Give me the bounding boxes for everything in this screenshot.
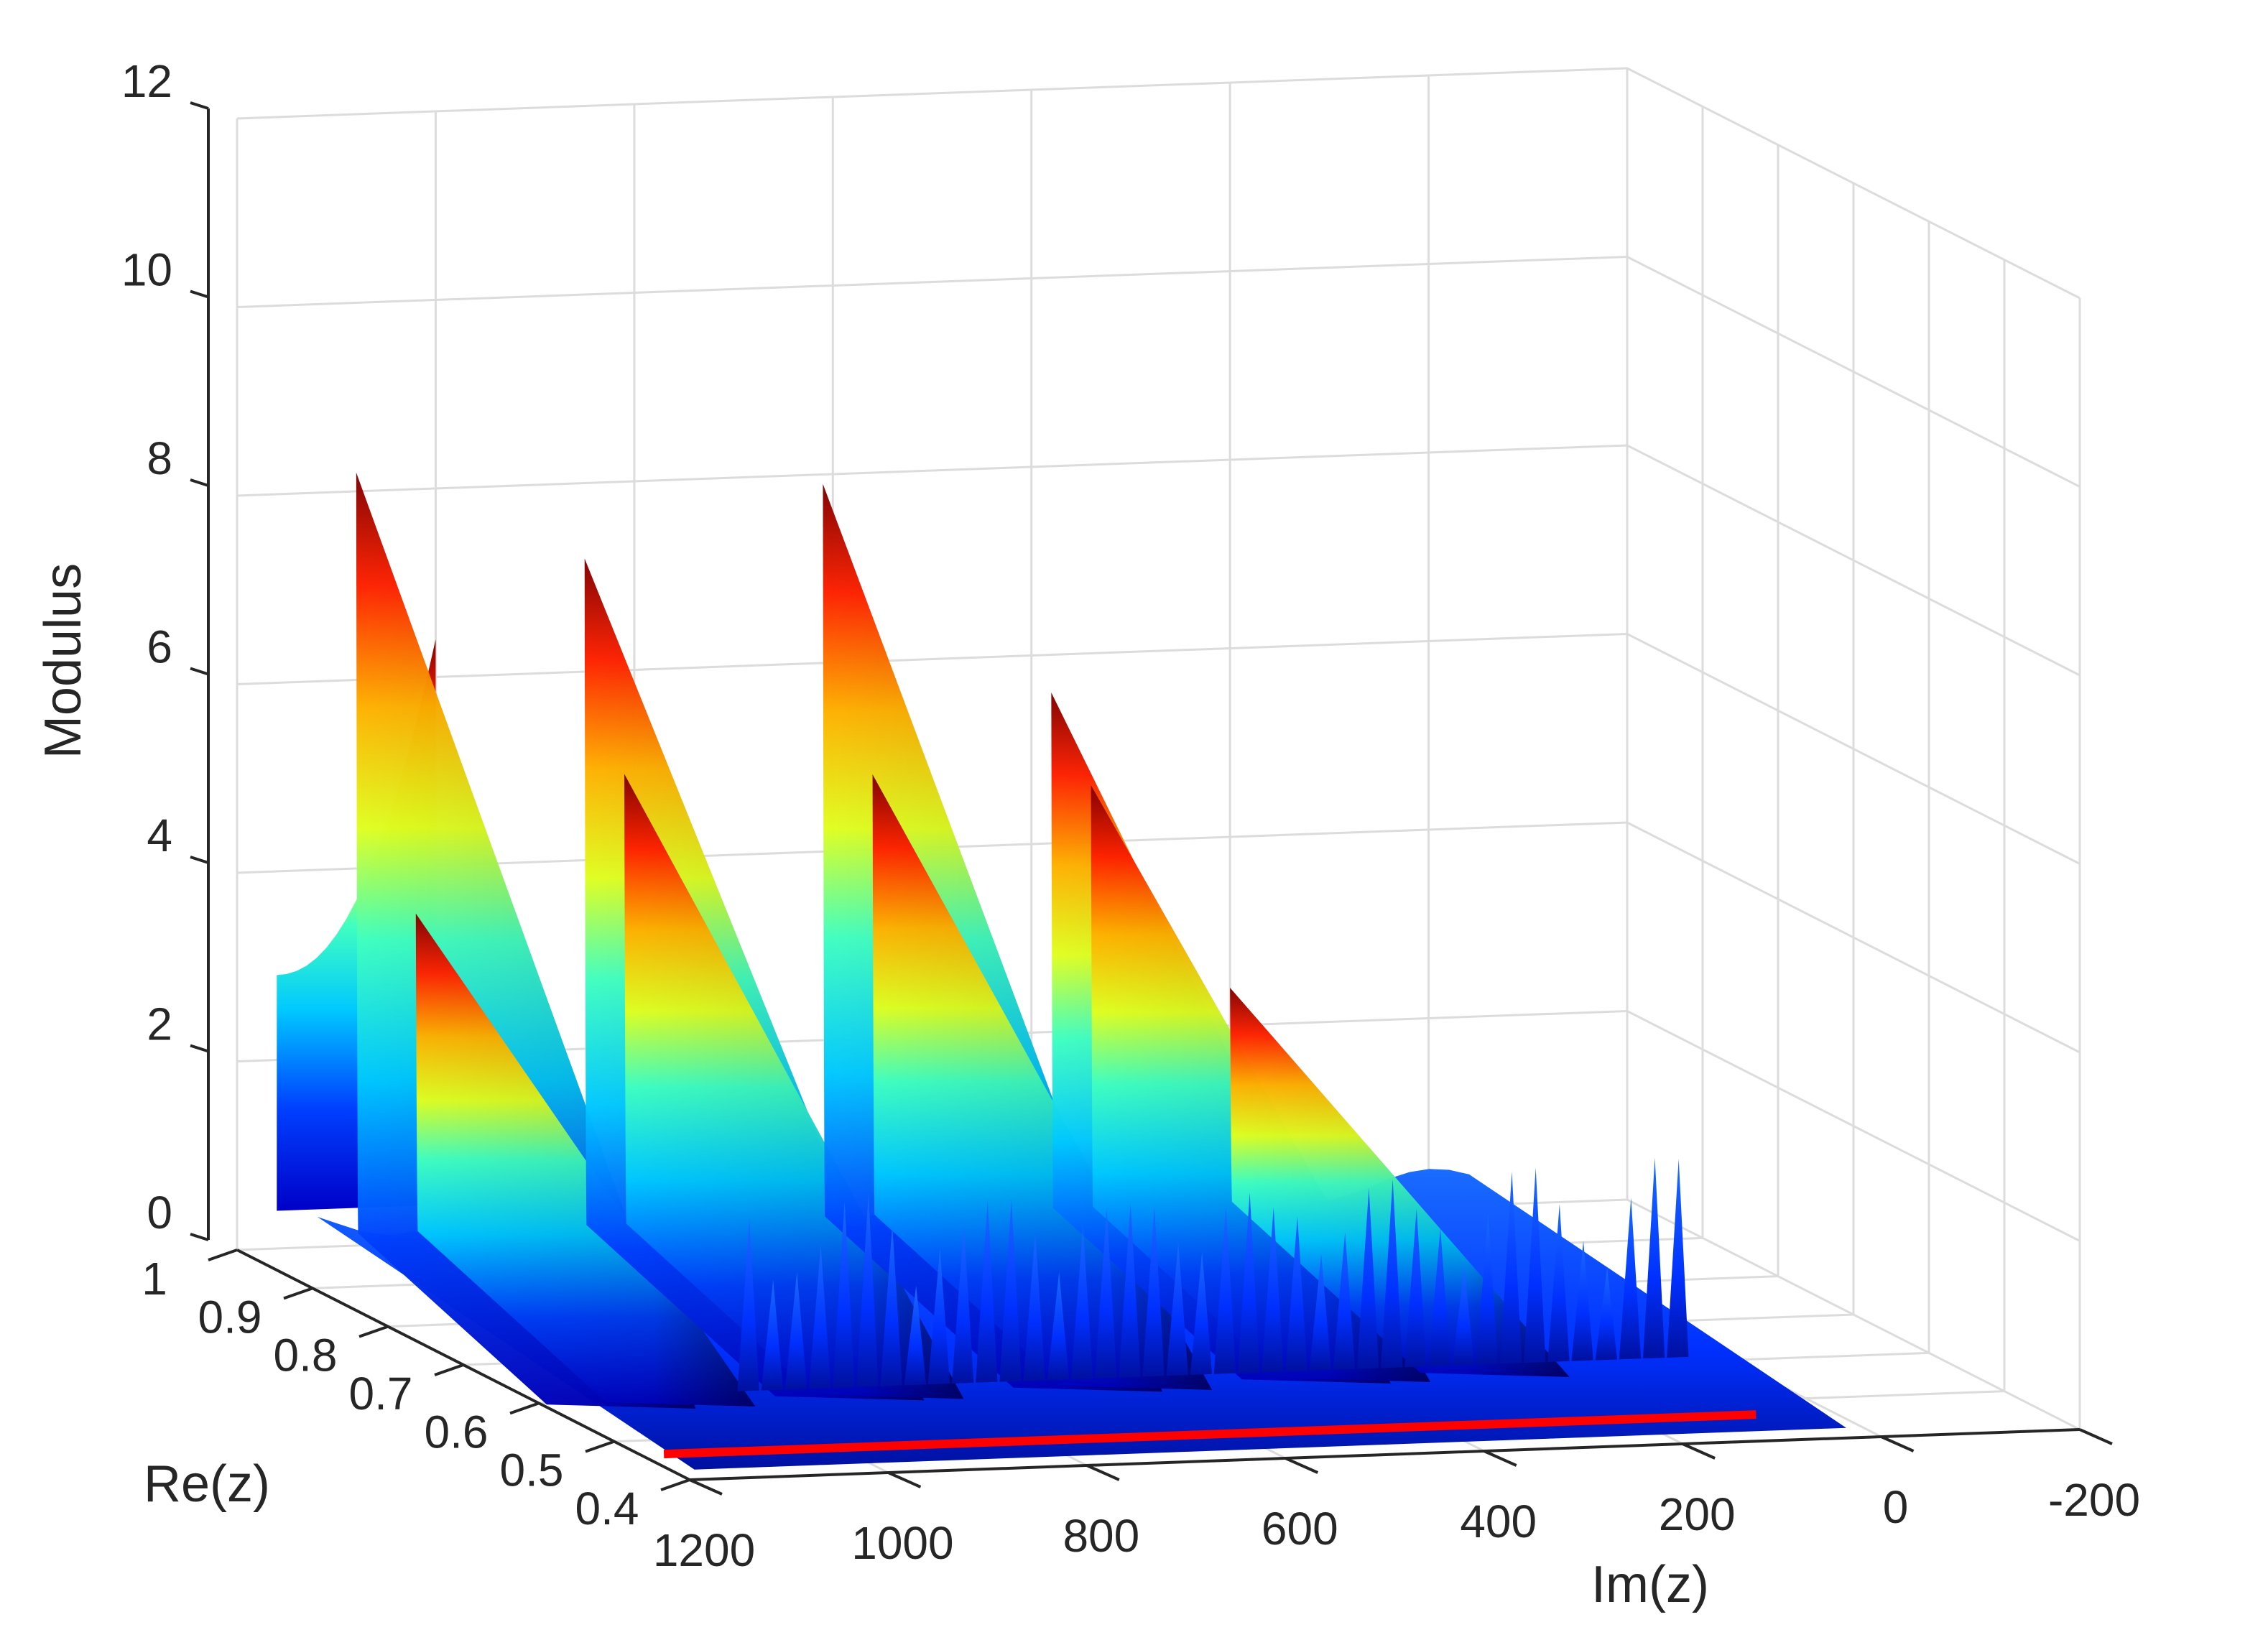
x-tick-label: 800 bbox=[1063, 1510, 1139, 1562]
spike bbox=[1238, 1192, 1260, 1373]
surface-series bbox=[277, 472, 1846, 1470]
spike bbox=[999, 1199, 1022, 1382]
spike bbox=[1428, 1228, 1450, 1366]
x-axis-label: Im(z) bbox=[1591, 1556, 1709, 1613]
spike bbox=[1404, 1208, 1427, 1368]
y-tick-mark bbox=[660, 1478, 690, 1491]
spike bbox=[1642, 1157, 1665, 1359]
spike bbox=[1190, 1251, 1213, 1375]
spike bbox=[1619, 1197, 1642, 1360]
spike bbox=[1309, 1254, 1331, 1371]
x-tick-label: 200 bbox=[1659, 1488, 1736, 1540]
z-tick-label: 12 bbox=[121, 55, 172, 107]
spike bbox=[1095, 1208, 1117, 1379]
y-tick-label: 0.5 bbox=[500, 1445, 564, 1496]
spike bbox=[1262, 1207, 1284, 1373]
z-tick-mark bbox=[190, 289, 209, 299]
spike bbox=[1356, 1187, 1379, 1369]
spike bbox=[1499, 1171, 1522, 1364]
spike bbox=[1452, 1266, 1474, 1366]
y-tick-label: 0.4 bbox=[575, 1483, 639, 1534]
spike bbox=[737, 1218, 759, 1391]
spike bbox=[1476, 1213, 1499, 1365]
x-tick-mark bbox=[689, 1478, 723, 1496]
spike bbox=[1023, 1233, 1045, 1381]
x-tick-label: 0 bbox=[1883, 1481, 1909, 1533]
spike bbox=[927, 1248, 950, 1385]
peak-shade bbox=[415, 913, 756, 1407]
spike bbox=[1285, 1216, 1307, 1372]
z-tick-mark bbox=[190, 1044, 209, 1053]
z-tick-label: 0 bbox=[147, 1187, 172, 1238]
spike bbox=[856, 1193, 879, 1387]
z-tick-label: 2 bbox=[147, 999, 172, 1050]
z-tick-mark bbox=[190, 1233, 209, 1241]
z-tick-label: 10 bbox=[121, 244, 172, 296]
z-tick-mark bbox=[190, 478, 209, 487]
spike bbox=[1119, 1203, 1141, 1378]
z-tick-label: 6 bbox=[147, 621, 172, 673]
y-tick-label: 1 bbox=[142, 1253, 167, 1305]
tick-labels: 0 2 4 6 8 10 12 1 0.90.80.70.60.50.4 1200 1000 800 6… bbox=[121, 55, 2140, 1576]
z-tick-mark bbox=[190, 101, 209, 110]
y-tick-label: 0.8 bbox=[274, 1330, 338, 1381]
x-tick-mark bbox=[1483, 1450, 1517, 1467]
y-tick-mark bbox=[509, 1402, 540, 1415]
spike bbox=[1595, 1267, 1618, 1361]
y-tick-mark bbox=[208, 1248, 238, 1261]
z-tick-mark bbox=[190, 856, 209, 864]
grid-line bbox=[236, 444, 2080, 677]
y-tick-label: 0.6 bbox=[425, 1406, 489, 1458]
spike bbox=[1571, 1241, 1593, 1361]
spike bbox=[1213, 1205, 1236, 1374]
x-tick-label: 600 bbox=[1262, 1503, 1338, 1555]
spike bbox=[833, 1201, 855, 1388]
x-tick-label: 1200 bbox=[653, 1524, 755, 1576]
z-tick-mark bbox=[190, 667, 209, 676]
x-axis-line bbox=[689, 1428, 2080, 1481]
y-tick-mark bbox=[434, 1363, 464, 1376]
x-tick-mark bbox=[1086, 1464, 1120, 1481]
x-tick-label: 1000 bbox=[851, 1517, 953, 1569]
y-tick-label: 0.9 bbox=[198, 1291, 262, 1343]
x-tick-label: -200 bbox=[2048, 1474, 2140, 1526]
x-tick-mark bbox=[1682, 1442, 1716, 1460]
z-axis-label: Modulus bbox=[34, 563, 92, 759]
spike bbox=[808, 1245, 831, 1389]
red-line bbox=[663, 1410, 1756, 1459]
spike bbox=[880, 1224, 902, 1386]
grid-line bbox=[236, 67, 2080, 300]
spike bbox=[1667, 1159, 1689, 1358]
spike bbox=[951, 1226, 974, 1384]
x-tick-mark bbox=[1880, 1435, 1915, 1453]
y-tick-mark bbox=[283, 1287, 313, 1300]
spike bbox=[976, 1201, 998, 1383]
y-tick-mark bbox=[585, 1440, 615, 1453]
x-tick-label: 400 bbox=[1460, 1496, 1537, 1547]
spike bbox=[1166, 1243, 1188, 1376]
y-tick-mark bbox=[358, 1325, 389, 1338]
y-tick-label: 0.7 bbox=[349, 1368, 413, 1419]
grid-line bbox=[236, 255, 2080, 488]
peak-shade bbox=[624, 774, 964, 1399]
x-tick-mark bbox=[2079, 1428, 2113, 1445]
y-axis-label: Re(z) bbox=[144, 1455, 270, 1513]
spike bbox=[1333, 1232, 1356, 1370]
spike bbox=[1524, 1167, 1546, 1363]
x-tick-mark bbox=[1285, 1457, 1319, 1474]
spike bbox=[1047, 1272, 1070, 1381]
spike bbox=[1142, 1206, 1165, 1377]
spike bbox=[761, 1279, 784, 1391]
z-tick-label: 4 bbox=[147, 810, 172, 861]
spike bbox=[1381, 1179, 1403, 1368]
spike bbox=[1547, 1203, 1570, 1362]
spike bbox=[904, 1285, 927, 1386]
z-tick-label: 8 bbox=[147, 432, 172, 484]
spike bbox=[1070, 1226, 1093, 1379]
x-tick-mark bbox=[887, 1471, 922, 1488]
grid-line bbox=[236, 632, 2080, 865]
spike bbox=[784, 1271, 807, 1390]
